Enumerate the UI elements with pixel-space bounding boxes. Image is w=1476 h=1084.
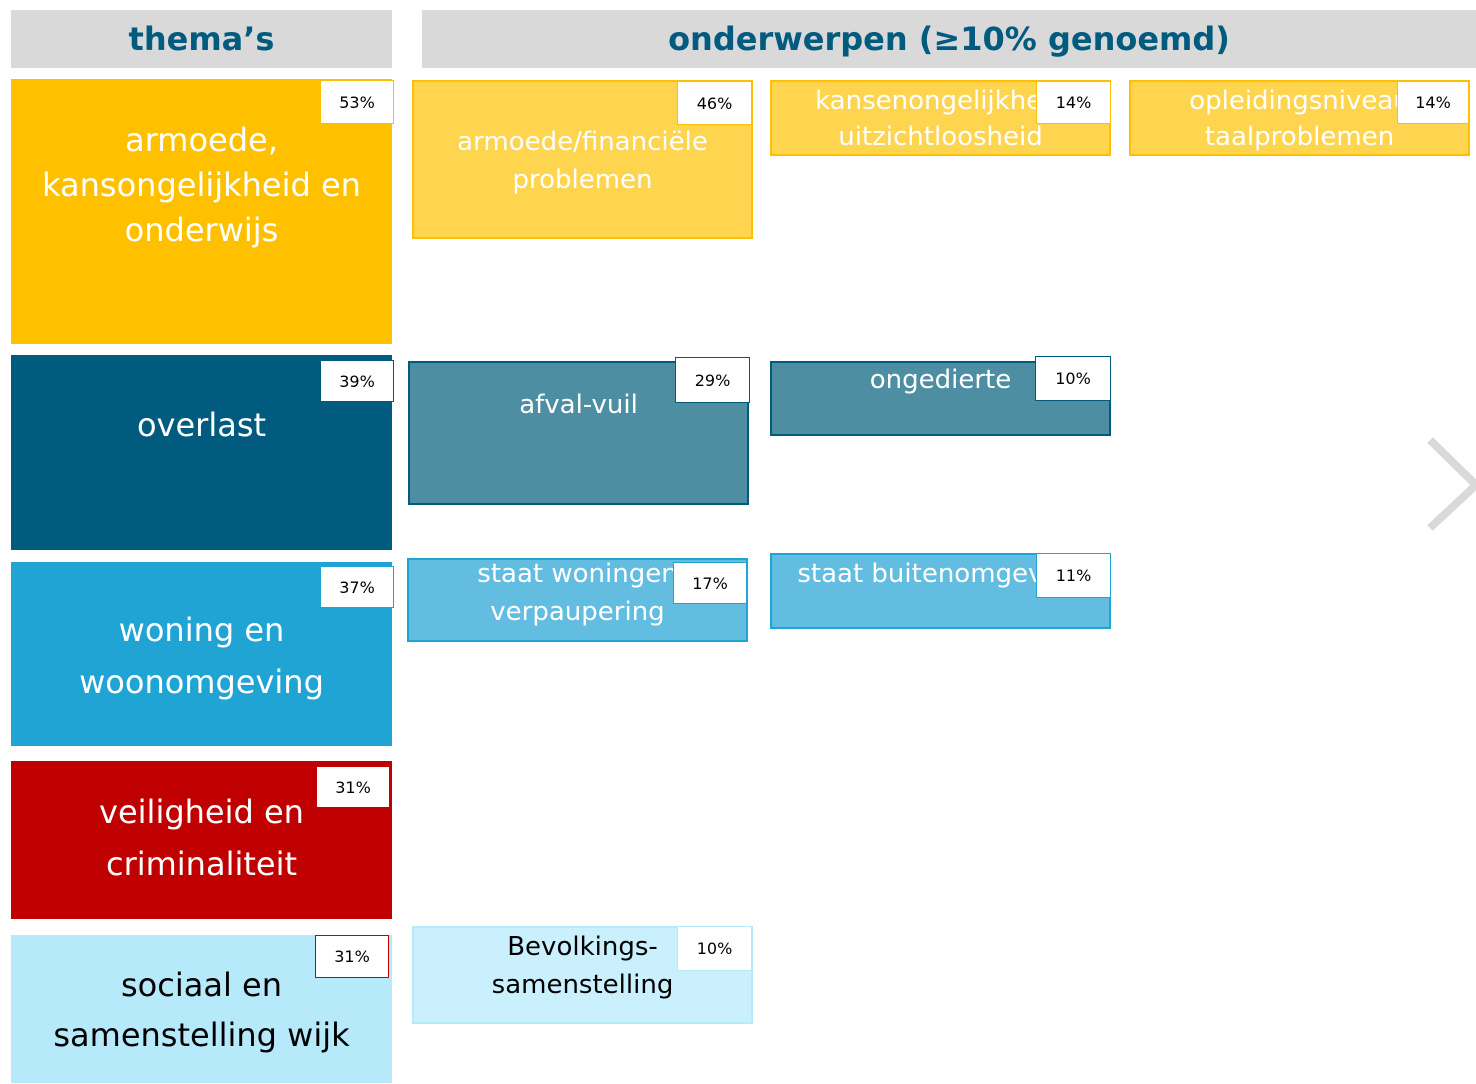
- theme-box-label: sociaal en: [121, 966, 282, 1004]
- themes-header: thema’s: [11, 10, 392, 68]
- theme-box-label: armoede,: [125, 120, 278, 159]
- theme-box-label: samenstelling wijk: [53, 1016, 350, 1054]
- percent-badge: 39%: [320, 360, 394, 402]
- percent-badge: 14%: [1397, 81, 1469, 124]
- percent-badge: 10%: [677, 926, 752, 971]
- topic-box-label: afval-vuil: [519, 390, 638, 420]
- topic-box-label: Bevolkings-: [507, 932, 658, 962]
- topic-box-label: armoede/financiële: [457, 127, 708, 157]
- theme-box-label: woonomgeving: [79, 663, 324, 701]
- topic-box-label: staat buitenomgeving: [797, 559, 1084, 589]
- topic-box-label: taalproblemen: [1204, 122, 1395, 152]
- percent-badge: 31%: [315, 935, 389, 978]
- theme-box: veiligheid en criminaliteit: [11, 761, 392, 919]
- topic-box-label: staat woningen: [477, 559, 678, 589]
- topic-box-label: opleidingsniveau: [1189, 86, 1410, 116]
- topic-box-label: ongedierte: [869, 365, 1012, 395]
- theme-box-label: veiligheid en: [99, 793, 304, 831]
- percent-badge: 29%: [675, 357, 750, 403]
- theme-box-label: onderwijs: [124, 210, 279, 249]
- percent-badge: 37%: [320, 566, 394, 608]
- percent-badge: 17%: [673, 562, 747, 604]
- next-chevron: [1427, 437, 1476, 531]
- percent-badge: 14%: [1036, 81, 1111, 124]
- theme-box-label: woning en: [118, 611, 285, 649]
- topic-box: staat buitenomgeving: [770, 553, 1111, 629]
- topic-box-label: verpaupering: [490, 597, 665, 627]
- theme-box: woning en woonomgeving: [11, 562, 392, 746]
- percent-badge: 11%: [1036, 553, 1111, 598]
- theme-box-label: criminaliteit: [105, 845, 298, 883]
- percent-badge: 46%: [677, 81, 752, 125]
- theme-box-label: kansongelijkheid en: [42, 165, 361, 204]
- topic-box-label: problemen: [512, 165, 653, 195]
- topic-box: armoede/financiële problemen: [412, 80, 753, 239]
- percent-badge: 10%: [1035, 356, 1111, 401]
- percent-badge: 31%: [316, 766, 390, 808]
- topic-box-label: kansenongelijkheid: [815, 86, 1066, 116]
- theme-box-label: overlast: [136, 406, 267, 444]
- topic-box-label: samenstelling: [491, 970, 674, 1000]
- percent-badge: 53%: [320, 80, 394, 124]
- topics-header: onderwerpen (≥10% genoemd): [422, 10, 1476, 68]
- topic-box-label: uitzichtloosheid: [838, 122, 1043, 152]
